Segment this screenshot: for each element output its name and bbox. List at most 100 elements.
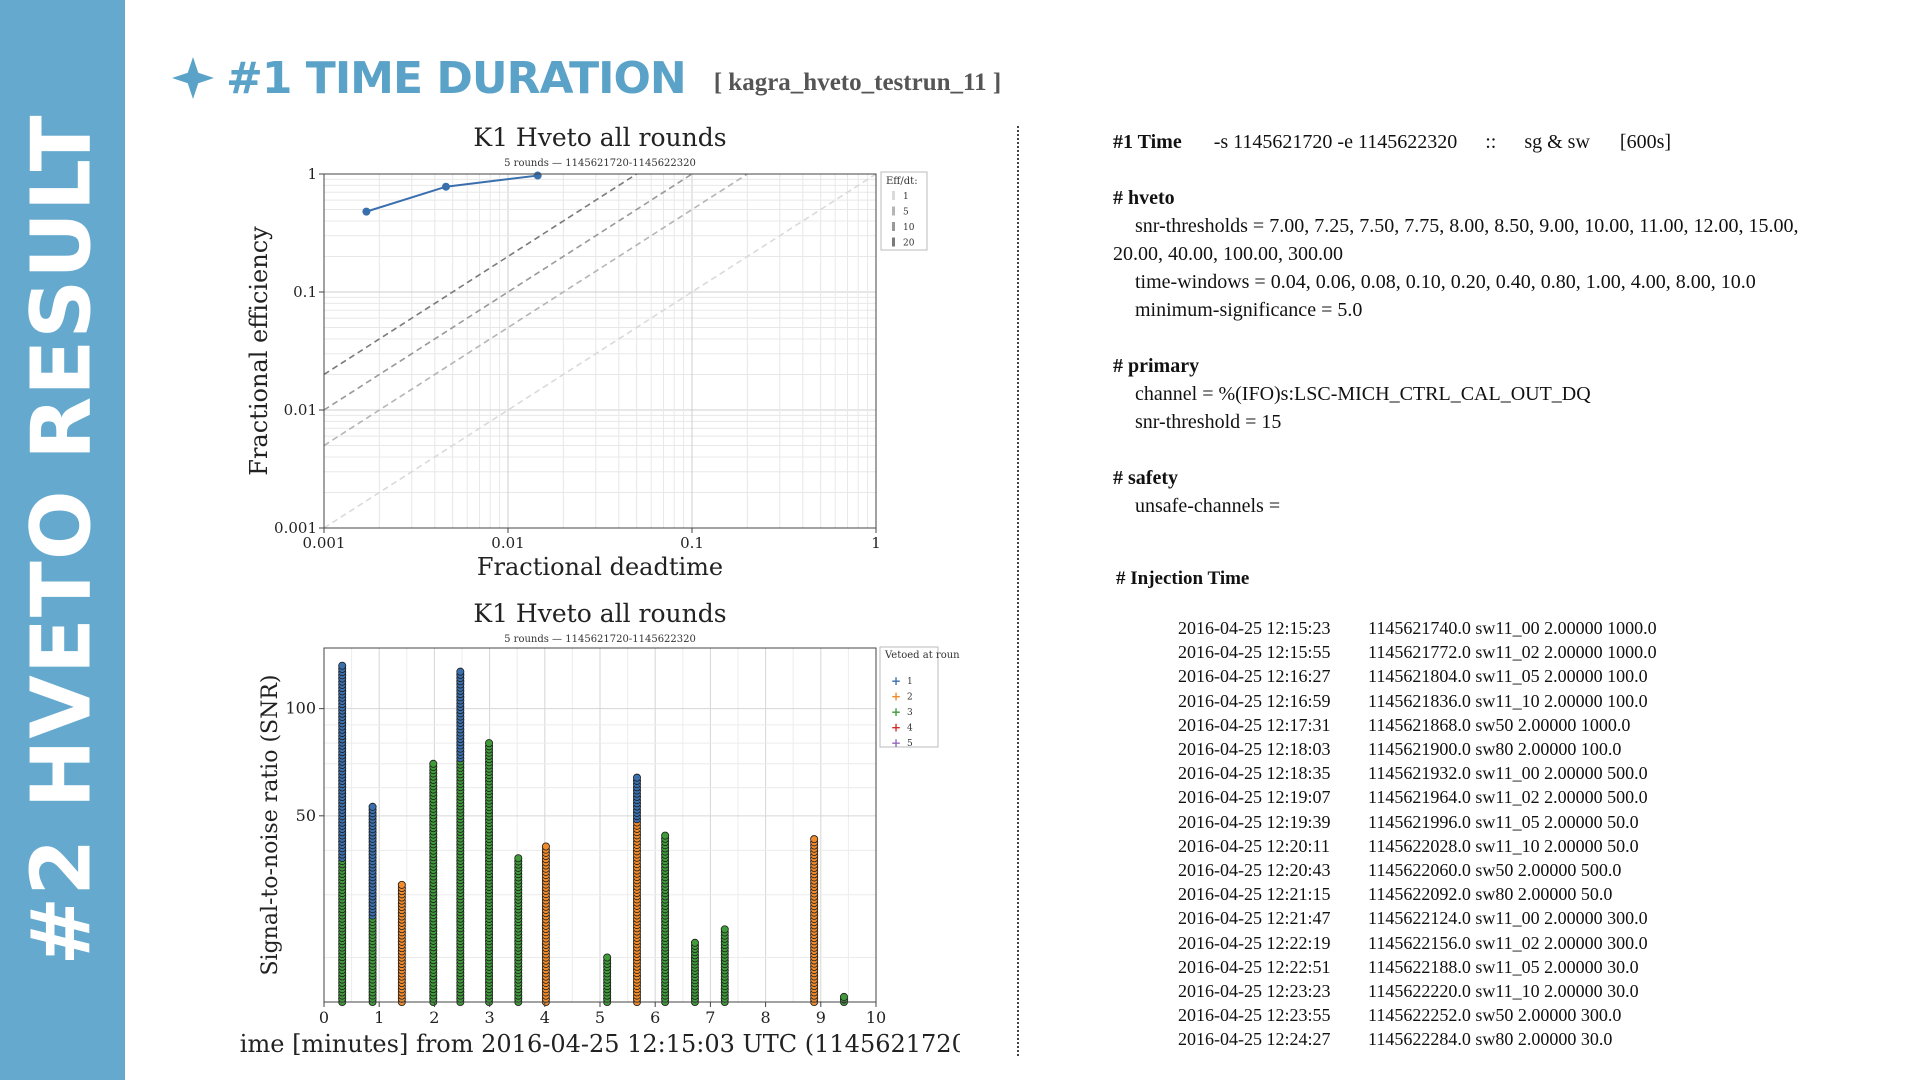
chart2-point (485, 739, 494, 748)
list-item: 2016-04-25 12:15:23 1145621740.0 sw11_00 … (1178, 616, 1657, 640)
injection-info: 1145622028.0 sw11_10 2.00000 50.0 (1368, 835, 1639, 856)
chart1-ytick-label: 0.1 (293, 283, 317, 301)
list-item: 2016-04-25 12:15:55 1145621772.0 sw11_02 … (1178, 640, 1657, 664)
chart1-legend-swatch (892, 237, 895, 247)
list-item: 2016-04-25 12:20:11 1145622028.0 sw11_10 … (1178, 834, 1657, 858)
list-item: 2016-04-25 12:21:15 1145622092.0 sw80 2.0… (1178, 882, 1657, 906)
injection-time: 2016-04-25 12:21:15 (1178, 884, 1331, 905)
chart2-legend-label: 5 (907, 739, 913, 749)
chart2-legend-marker: + (891, 674, 901, 688)
chart2-legend-title-text: Vetoed at round (884, 650, 960, 661)
injection-info: 1145622220.0 sw11_10 2.00000 30.0 (1368, 981, 1639, 1002)
list-item: 2016-04-25 12:18:35 1145621932.0 sw11_00 … (1178, 761, 1657, 785)
chart2-xtick-label: 1 (374, 1008, 384, 1027)
list-item: 2016-04-25 12:22:19 1145622156.0 sw11_02 … (1178, 931, 1657, 955)
hveto-header: # hveto (1113, 187, 1175, 209)
injection-time: 2016-04-25 12:22:51 (1178, 956, 1331, 977)
snr-thresholds-cont: 20.00, 40.00, 100.00, 300.00 (1113, 243, 1343, 265)
chart2-point (632, 773, 641, 782)
injection-time: 2016-04-25 12:24:27 (1178, 1029, 1331, 1050)
chart2-point (720, 925, 729, 934)
list-item: 2016-04-25 12:18:03 1145621900.0 sw80 2.0… (1178, 737, 1657, 761)
injection-time: 2016-04-25 12:22:19 (1178, 932, 1331, 953)
injection-time: 2016-04-25 12:20:43 (1178, 860, 1331, 881)
chart2-point (368, 802, 377, 811)
time-line: #1 Time -s 1145621720 -e 1145622320 :: s… (1113, 128, 1903, 156)
chart2-xtick-label: 3 (485, 1008, 495, 1027)
chart1-legend-label: 20 (903, 239, 915, 249)
chart2-ytick-label: 50 (296, 806, 316, 825)
chart1-point (533, 171, 542, 180)
chart2-legend-label: 4 (907, 724, 913, 734)
chart2-xtick-label: 0 (319, 1008, 329, 1027)
time-value: -s 1145621720 -e 1145622320 (1213, 131, 1458, 153)
injection-info: 1145622124.0 sw11_00 2.00000 300.0 (1368, 908, 1648, 929)
list-item: 2016-04-25 12:17:31 1145621868.0 sw50 2.0… (1178, 713, 1657, 737)
chart1-legend-title: Eff/dt: (886, 176, 918, 187)
chart1-legend-swatch (892, 206, 895, 216)
sidebar-title-text: #2 HVETO RESULT (14, 114, 110, 966)
injection-info: 1145621772.0 sw11_02 2.00000 1000.0 (1368, 642, 1657, 663)
chart1-ref-line-20 (323, 173, 638, 376)
injection-time: 2016-04-25 12:18:03 (1178, 739, 1331, 760)
snr-thresholds: snr-thresholds = 7.00, 7.25, 7.50, 7.75,… (1135, 215, 1799, 237)
injection-info: 1145621804.0 sw11_05 2.00000 100.0 (1368, 666, 1648, 687)
injection-info: 1145621900.0 sw80 2.00000 100.0 (1368, 739, 1622, 760)
time-mode: sg & sw (1524, 131, 1590, 153)
chart1-legend: Eff/dt: 1 5 10 20 (880, 171, 928, 251)
primary-header: # primary (1113, 355, 1200, 377)
chart2-xtick-label: 6 (650, 1008, 660, 1027)
chart1-xtick-label: 1 (871, 534, 881, 552)
list-item: 2016-04-25 12:20:43 1145622060.0 sw50 2.0… (1178, 858, 1657, 882)
chart2-point (541, 842, 550, 851)
chart2-ytick-label: 100 (285, 699, 316, 718)
chart1-xtick-label: 0.01 (491, 534, 524, 552)
injection-info: 1145622284.0 sw80 2.00000 30.0 (1368, 1029, 1613, 1050)
chart1-series-line (366, 174, 538, 213)
time-windows: time-windows = 0.04, 0.06, 0.08, 0.10, 0… (1135, 271, 1756, 293)
chart2-xtick-label: 5 (595, 1008, 605, 1027)
time-duration: [600s] (1619, 131, 1672, 153)
efficiency-deadtime-chart: K1 Hveto all rounds 5 rounds — 114562172… (245, 123, 928, 581)
chart2-xtick-label: 8 (761, 1008, 771, 1027)
primary-snr-threshold: snr-threshold = 15 (1135, 411, 1282, 433)
chart1-subtitle: 5 rounds — 1145621720-1145622320 (504, 158, 696, 169)
list-item: 2016-04-25 12:16:59 1145621836.0 sw11_10 … (1178, 689, 1657, 713)
chart2-xtick-label: 4 (540, 1008, 550, 1027)
chart2-legend-marker: + (891, 736, 901, 750)
chart2-legend-marker: + (891, 690, 901, 704)
snr-time-chart: K1 Hveto all rounds 5 rounds — 114562172… (240, 599, 960, 1058)
safety-header: # safety (1113, 467, 1178, 489)
chart2-legend-label: 3 (907, 708, 913, 718)
chart1-ylabel: Fractional efficiency (245, 226, 273, 476)
chart1-frame (323, 173, 877, 529)
injection-time: 2016-04-25 12:23:55 (1178, 1005, 1331, 1026)
list-item: 2016-04-25 12:19:07 1145621964.0 sw11_02 … (1178, 785, 1657, 809)
chart1-point (441, 182, 450, 191)
chart1-title: K1 Hveto all rounds (473, 123, 726, 152)
chart2-xlabel: Time [minutes] from 2016-04-25 12:15:03 … (240, 1030, 960, 1058)
injection-time: 2016-04-25 12:15:23 (1178, 618, 1331, 638)
slide-header: #1 TIME DURATION [ kagra_hveto_testrun_1… (172, 48, 1001, 108)
star-icon (172, 57, 214, 99)
chart1-legend-swatch (892, 191, 895, 200)
injection-info: 1145622060.0 sw50 2.00000 500.0 (1368, 860, 1622, 881)
run-tag: [ kagra_hveto_testrun_11 ] (713, 69, 1002, 96)
chart2-legend-label: 1 (907, 677, 913, 687)
chart2-legend-marker: + (891, 721, 901, 735)
injection-time: 2016-04-25 12:21:47 (1178, 908, 1331, 929)
injection-info: 1145621740.0 sw11_00 2.00000 1000.0 (1368, 618, 1657, 638)
chart2-legend: Vetoed at round +1 + 2 + 3 + 4 + 5 (879, 646, 960, 750)
chart1-legend-label: 5 (903, 208, 909, 218)
injection-list: 2016-04-25 12:15:23 1145621740.0 sw11_00 … (1178, 616, 1657, 1052)
injection-info: 1145621932.0 sw11_00 2.00000 500.0 (1368, 763, 1648, 784)
chart2-xtick-label: 2 (429, 1008, 439, 1027)
injection-info: 1145621996.0 sw11_05 2.00000 50.0 (1368, 811, 1639, 832)
injection-time: 2016-04-25 12:19:07 (1178, 787, 1331, 808)
chart2-point (603, 953, 612, 962)
injection-info: 1145622092.0 sw80 2.00000 50.0 (1368, 884, 1613, 905)
chart2-point (456, 667, 465, 676)
chart2-legend-marker: + (891, 705, 901, 719)
sidebar (0, 0, 125, 1080)
injection-info: 1145622188.0 sw11_05 2.00000 30.0 (1368, 956, 1639, 977)
